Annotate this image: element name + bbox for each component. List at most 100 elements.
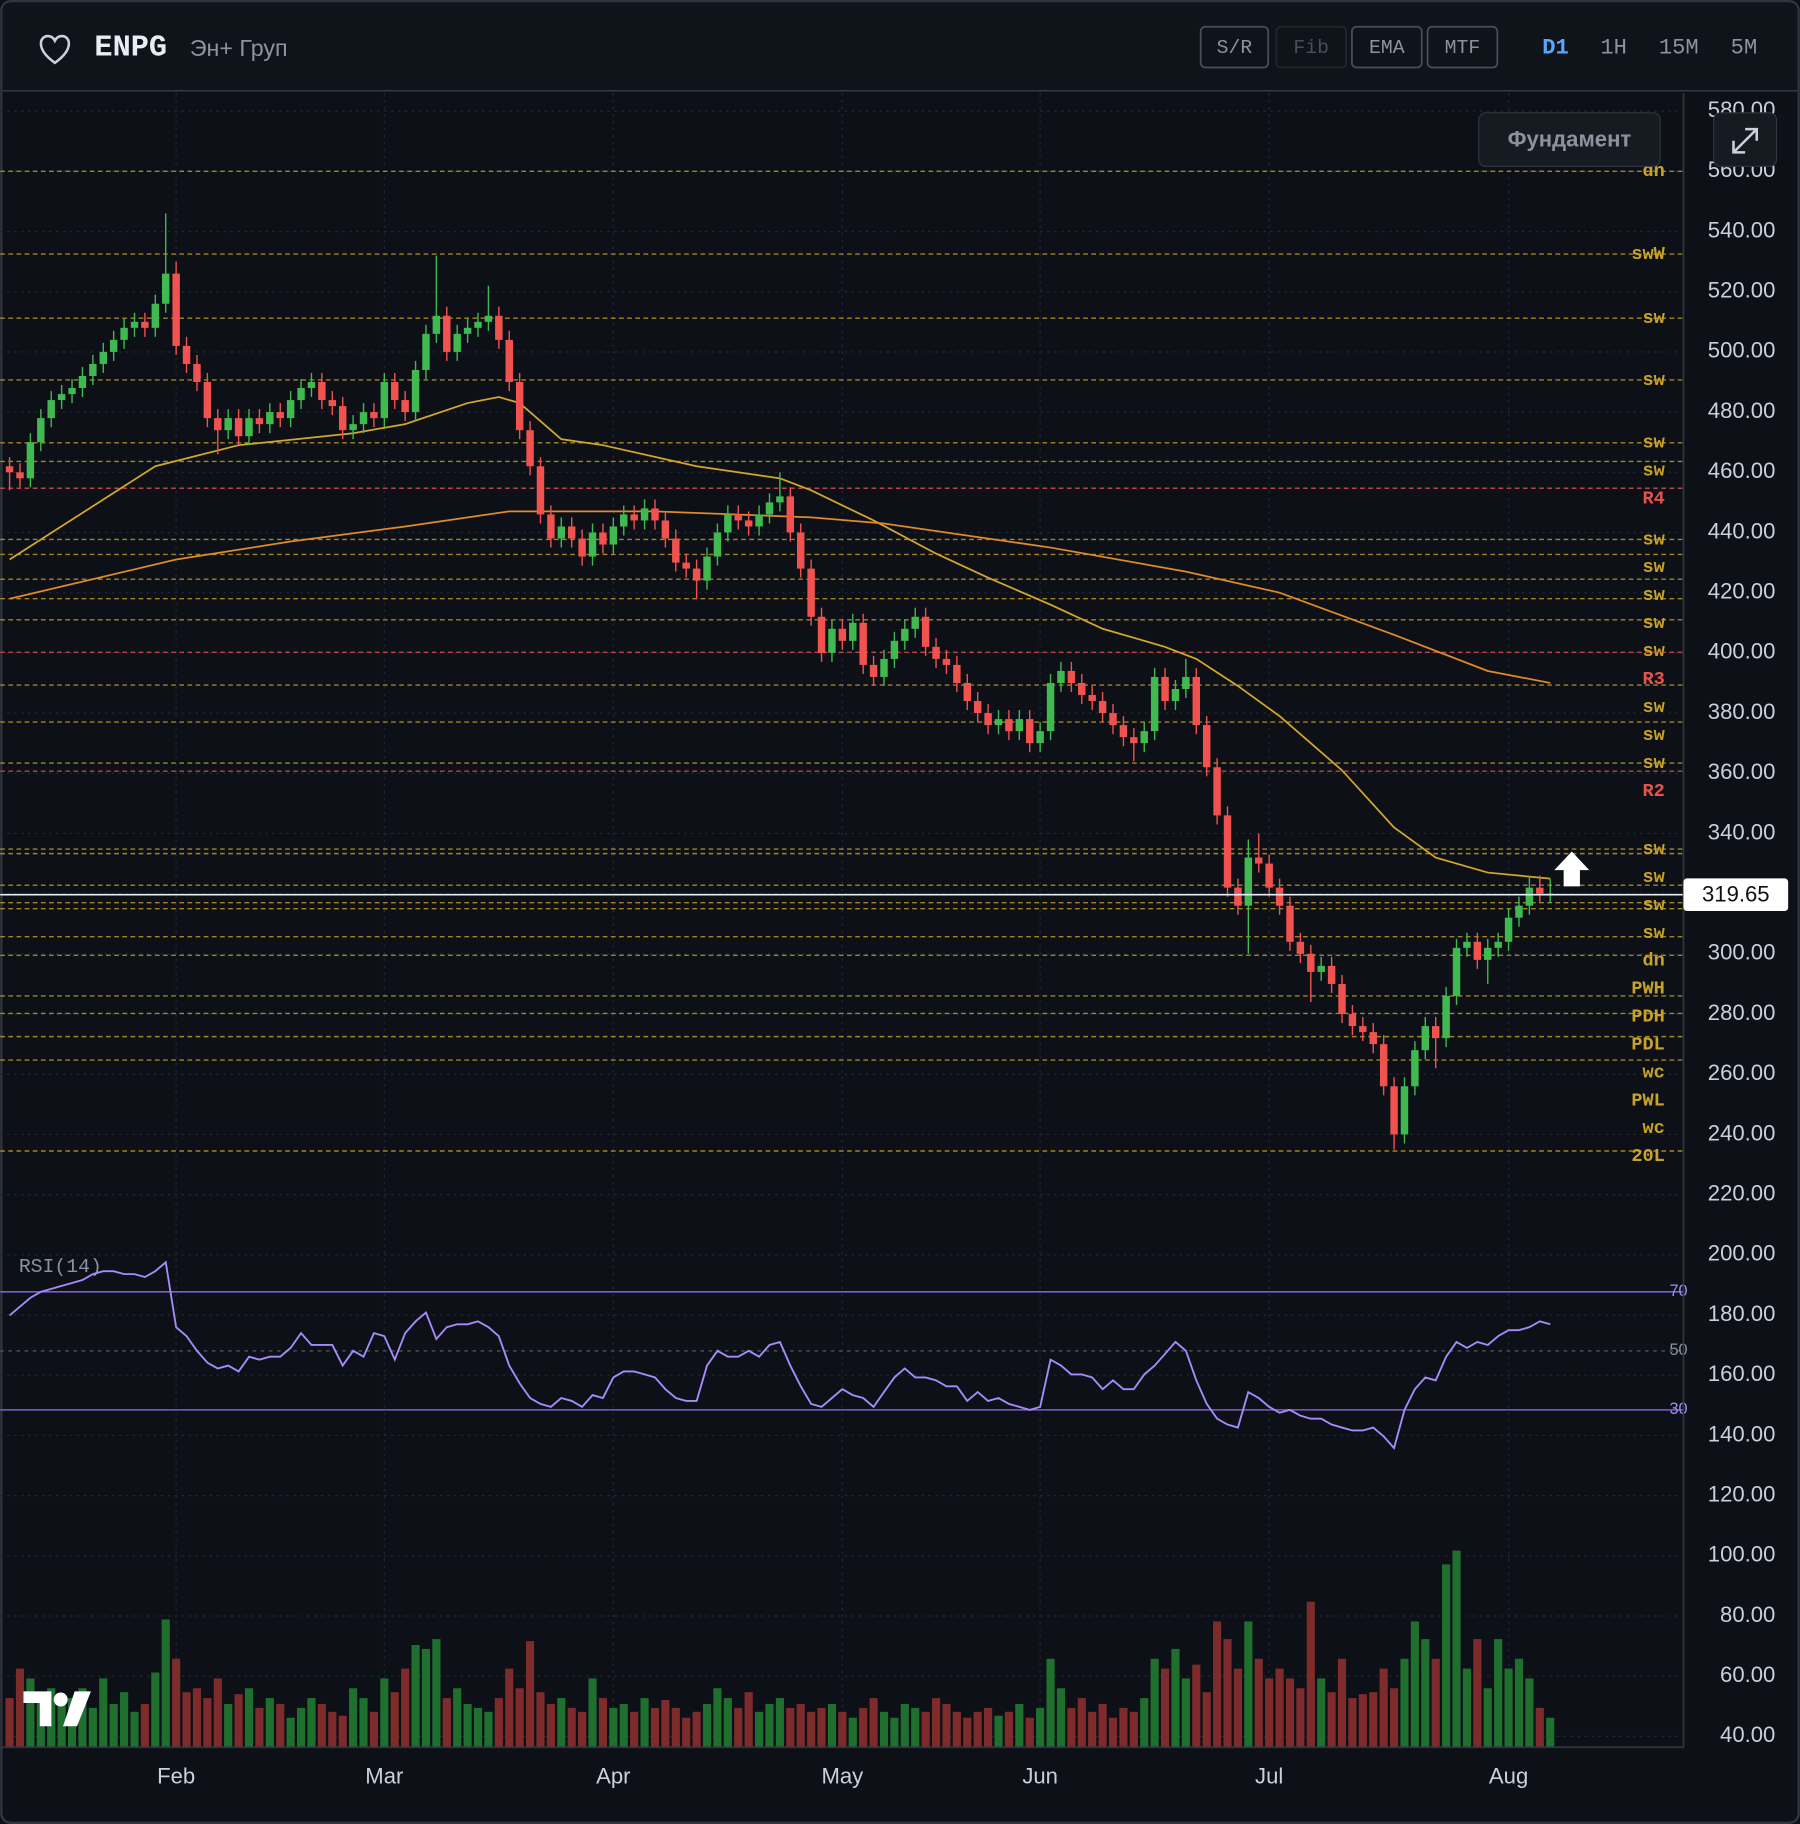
volume-bar xyxy=(1525,1678,1534,1748)
last-price-label: 319.65 xyxy=(1702,882,1770,907)
volume-bar xyxy=(775,1698,784,1748)
candle-body xyxy=(796,532,805,569)
volume-layer xyxy=(5,1550,1555,1748)
candle-body xyxy=(370,412,378,419)
toolbar-button-label: S/R xyxy=(1217,37,1253,59)
candle-body xyxy=(453,333,461,352)
timeframe-button[interactable]: 1H xyxy=(1600,36,1627,61)
volume-bar xyxy=(1514,1658,1524,1748)
candle-body xyxy=(1046,682,1055,732)
candle-body xyxy=(57,394,66,401)
candle-body xyxy=(932,646,940,659)
candle-body xyxy=(26,442,35,479)
candle-body xyxy=(47,400,55,419)
favorite-icon[interactable] xyxy=(39,34,71,65)
level-label: PWL xyxy=(1631,1090,1665,1111)
candle-body xyxy=(109,339,118,352)
volume-bar xyxy=(151,1672,160,1748)
candle-body xyxy=(1400,1086,1409,1135)
candle-body xyxy=(1109,713,1117,726)
candle-body xyxy=(359,412,368,425)
logo-part xyxy=(23,1691,52,1727)
candle-body xyxy=(838,628,847,641)
volume-bar xyxy=(1400,1658,1409,1748)
candle-body xyxy=(1484,947,1492,960)
volume-bar xyxy=(994,1715,1003,1748)
candle-body xyxy=(203,381,212,419)
volume-bar xyxy=(921,1711,930,1748)
volume-bar xyxy=(963,1717,972,1748)
volume-bar xyxy=(900,1703,909,1748)
level-label: sw xyxy=(1643,308,1666,329)
toolbar-button[interactable] xyxy=(1199,25,1270,69)
y-tick-label: 120.00 xyxy=(1708,1481,1776,1506)
rsi-line xyxy=(9,1260,1551,1451)
volume-bar xyxy=(1410,1621,1419,1748)
candle-body xyxy=(37,418,45,443)
level-label: sw xyxy=(1643,923,1666,944)
volume-bar xyxy=(296,1707,306,1748)
candle-body xyxy=(1317,965,1325,972)
toolbar-button[interactable] xyxy=(1426,25,1499,69)
candle-body xyxy=(255,418,264,425)
candle-body xyxy=(193,363,201,382)
volume-bar xyxy=(692,1711,701,1748)
volume-bar xyxy=(1535,1707,1544,1748)
candle-body xyxy=(380,381,389,419)
timeframe-button[interactable]: 5M xyxy=(1731,36,1758,61)
candle-body xyxy=(266,412,274,425)
volume-bar xyxy=(630,1711,639,1748)
candle-body xyxy=(1057,670,1065,683)
volume-bar xyxy=(255,1707,264,1748)
candle-body xyxy=(120,327,128,340)
timeframe-button[interactable]: D1 xyxy=(1542,36,1569,61)
volume-bar xyxy=(578,1711,587,1748)
toolbar-button-label: Fib xyxy=(1293,37,1329,59)
y-tick-label: 260.00 xyxy=(1708,1060,1776,1085)
y-tick-label: 340.00 xyxy=(1708,819,1776,844)
candle-body xyxy=(1026,719,1034,744)
level-label: swW xyxy=(1631,244,1665,265)
candle-body xyxy=(349,424,357,431)
candle-body xyxy=(786,496,795,533)
toolbar-button[interactable] xyxy=(1351,25,1423,69)
candle-body xyxy=(869,664,878,677)
candle-body xyxy=(1088,695,1096,702)
volume-bar xyxy=(88,1707,97,1748)
level-label: sw xyxy=(1643,461,1666,482)
y-tick-label: 240.00 xyxy=(1708,1120,1776,1145)
ema-layer xyxy=(9,396,1551,880)
volume-bar xyxy=(359,1698,368,1748)
volume-bar xyxy=(203,1698,212,1748)
level-label: PDH xyxy=(1631,1007,1665,1028)
volume-bar xyxy=(525,1641,535,1748)
x-tick-label: Aug xyxy=(1489,1763,1528,1788)
volume-bar xyxy=(848,1717,857,1748)
candle-body xyxy=(1234,887,1242,906)
volume-bar xyxy=(1160,1668,1170,1748)
candle-body xyxy=(984,713,992,726)
ema-line xyxy=(9,396,1551,880)
timeframe-button[interactable]: 15M xyxy=(1659,36,1699,61)
candle-body xyxy=(1421,1026,1430,1051)
candle-body xyxy=(1130,737,1138,744)
level-label: sw xyxy=(1643,697,1666,718)
volume-bar xyxy=(859,1707,868,1748)
volume-bar xyxy=(224,1703,233,1748)
rsi-level-label: 50 xyxy=(1670,1341,1688,1359)
volume-bar xyxy=(1181,1678,1190,1748)
candle-body xyxy=(724,514,732,533)
volume-bar xyxy=(338,1715,347,1748)
fundamentals-button[interactable] xyxy=(1478,112,1661,167)
volume-bar xyxy=(931,1698,941,1748)
volume-bar xyxy=(401,1668,410,1748)
y-tick-label: 100.00 xyxy=(1708,1542,1776,1567)
candle-body xyxy=(1379,1044,1388,1087)
candle-body xyxy=(276,412,284,419)
candle-body xyxy=(567,526,576,539)
level-label: PDL xyxy=(1631,1034,1665,1055)
y-tick-label: 220.00 xyxy=(1708,1180,1776,1205)
candle-body xyxy=(1255,857,1263,864)
fundamentals-label: Фундамент xyxy=(1508,127,1632,152)
